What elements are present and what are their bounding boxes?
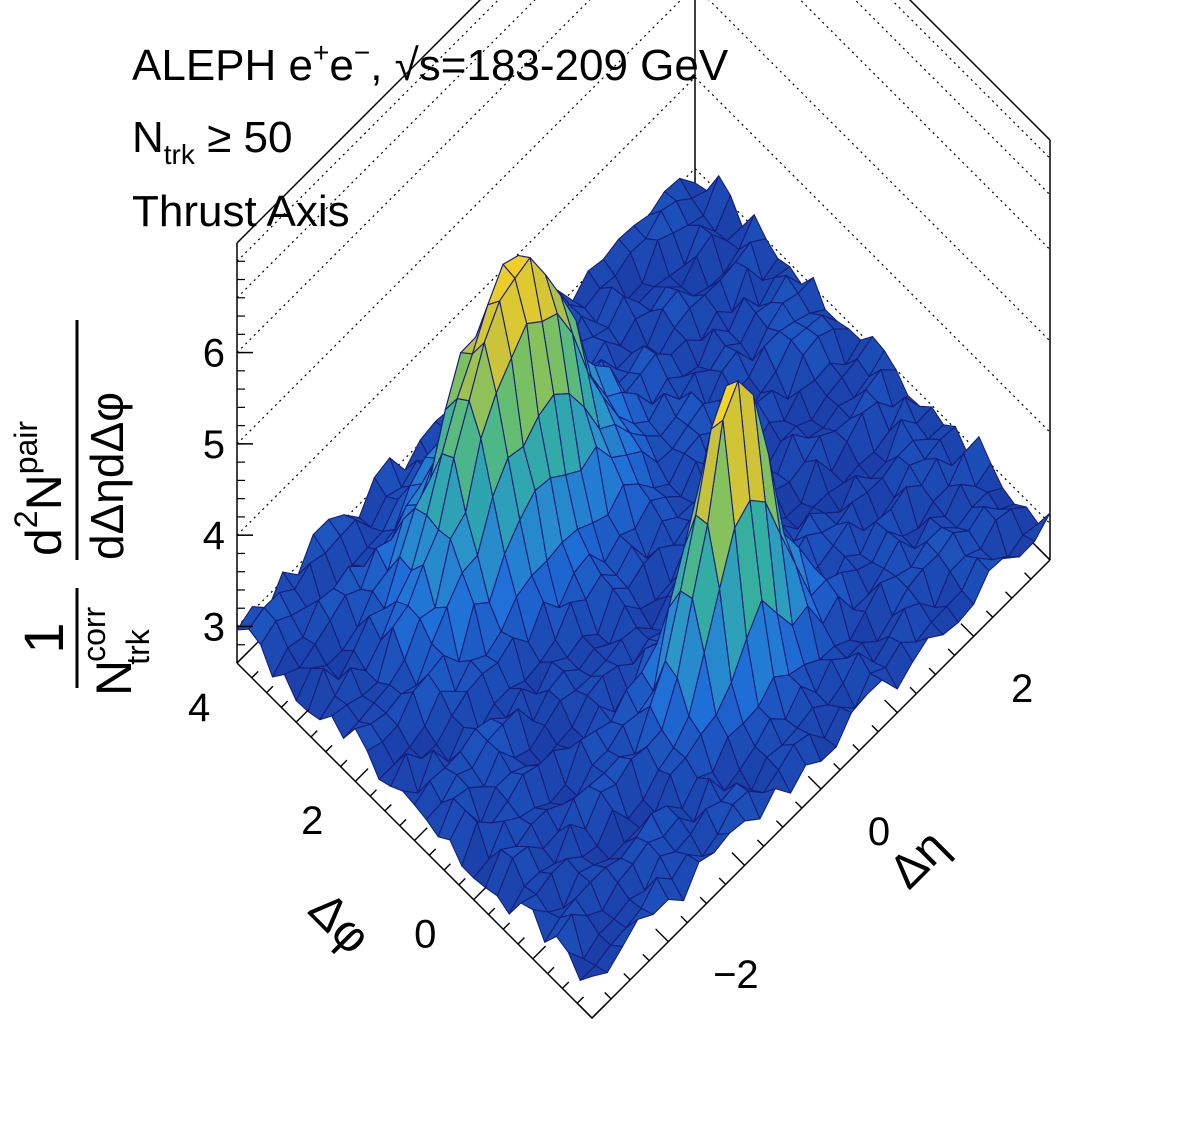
phi-tick	[487, 907, 496, 915]
eta-tick	[947, 648, 956, 656]
phi-tick	[340, 759, 348, 768]
eta-axis-title: Δη	[879, 820, 958, 899]
title-line-1: ALEPH e+e−, √s=183-209 GeV	[132, 37, 729, 90]
title-sup-plus: +	[313, 37, 329, 68]
ntrk-sub: trk	[164, 139, 196, 170]
z-label-den-sup: corr	[76, 606, 112, 661]
eta-tick-label: −2	[713, 953, 759, 997]
phi-axis-title: Δφ	[298, 882, 380, 964]
phi-tick	[591, 1004, 606, 1019]
eta-tick	[699, 896, 707, 904]
title-line-2: Ntrk ≥ 50	[132, 113, 292, 170]
eta-tick	[623, 972, 631, 981]
phi-tick-label: 0	[414, 912, 436, 956]
z-tick-label: 6	[203, 332, 225, 376]
phi-tick	[266, 685, 274, 694]
z-label-den-N: N	[86, 660, 142, 696]
eta-tick	[985, 610, 994, 618]
phi-tick	[561, 981, 570, 989]
eta-tick	[578, 1004, 593, 1019]
eta-tick	[756, 839, 765, 847]
z-tick-label: 4	[203, 514, 225, 558]
z-label-den-sub: trk	[120, 628, 156, 665]
eta-tick	[642, 953, 650, 962]
phi-tick	[295, 708, 310, 723]
phi-tick	[251, 670, 259, 679]
phi-tick	[384, 804, 392, 812]
eta-tick-label: 0	[868, 810, 890, 854]
phi-tick	[458, 878, 466, 886]
phi-tick	[369, 789, 377, 797]
title-e2: e	[329, 41, 353, 90]
z-label-sup2: 2	[8, 510, 44, 528]
ntrk-N: N	[132, 113, 164, 162]
phi-tick	[354, 768, 369, 782]
z-label-pair: pair	[8, 421, 44, 475]
phi-tick	[547, 966, 555, 975]
eta-tick	[604, 992, 612, 1000]
eta-tick	[718, 877, 727, 885]
phi-tick	[325, 744, 333, 753]
eta-tick	[731, 852, 746, 866]
eta-tick	[1036, 546, 1051, 561]
phi-tick	[310, 730, 318, 738]
eta-tick	[655, 928, 669, 943]
phi-tick	[443, 863, 451, 871]
back-top-edge	[236, 0, 1051, 244]
phi-tick-label: 2	[301, 799, 323, 843]
eta-tick	[960, 623, 975, 637]
surface-mesh	[236, 175, 1051, 981]
phi-tick	[428, 848, 437, 856]
eta-tick	[928, 667, 936, 675]
z-label-num2: d2Npair	[8, 421, 72, 556]
phi-tick-label: 4	[188, 686, 210, 730]
z-tick-label: 3	[203, 605, 225, 649]
eta-tick	[884, 699, 898, 714]
z-axis-label: 1 Ncorr trk d2Npair dΔηdΔφ	[8, 320, 156, 696]
eta-tick	[775, 820, 784, 828]
phi-tick	[399, 818, 407, 827]
eta-tick	[852, 743, 860, 752]
eta-tick	[680, 915, 688, 924]
eta-tick	[795, 801, 803, 809]
z-label-den2: dΔηdΔφ	[81, 392, 133, 560]
eta-tick	[871, 724, 879, 733]
phi-tick	[576, 996, 585, 1004]
eta-tick	[807, 775, 822, 790]
z-label-one: 1	[12, 622, 75, 653]
eta-tick	[1024, 572, 1032, 580]
z-label-N: N	[16, 474, 72, 510]
phi-tick	[532, 945, 547, 960]
title-ALEPH: ALEPH e	[132, 41, 313, 90]
axes: 3 4 5 6 0 2 4 −2 0 2 Δφ Δη	[188, 260, 1051, 1019]
eta-tick	[833, 763, 841, 771]
title-energy: , √s=183-209 GeV	[370, 41, 729, 90]
z-label-den1: Ncorr trk	[76, 606, 156, 696]
eta-tick	[1004, 591, 1013, 599]
phi-tick	[502, 922, 511, 930]
phi-tick	[517, 937, 525, 945]
phi-tick	[236, 649, 251, 664]
z-tick-label: 5	[203, 423, 225, 467]
z-label-d: d	[16, 528, 72, 556]
surface-cell	[579, 965, 608, 981]
title-sup-minus: −	[354, 37, 370, 68]
phi-tick	[414, 827, 428, 841]
eta-tick-label: 2	[1011, 667, 1033, 711]
title-line-3: Thrust Axis	[132, 187, 350, 236]
ntrk-cut: ≥ 50	[195, 113, 293, 162]
phi-tick	[473, 886, 487, 901]
eta-tick	[909, 686, 917, 695]
phi-tick	[280, 700, 289, 708]
